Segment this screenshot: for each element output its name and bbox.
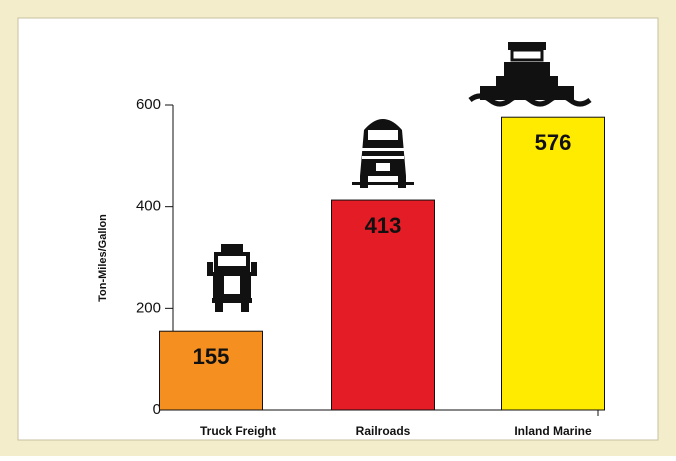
y-tick-label: 600 (136, 96, 161, 113)
train-icon (352, 119, 414, 188)
y-tick-label: 200 (136, 299, 161, 316)
x-tick-label: Railroads (356, 424, 411, 438)
bar (331, 199, 435, 411)
boat-icon (468, 42, 592, 107)
value-label: 155 (193, 344, 230, 369)
x-tick-label: Inland Marine (514, 424, 592, 438)
y-tick-label: 0 (153, 401, 161, 418)
value-label: 576 (535, 130, 572, 155)
bar (501, 116, 605, 411)
value-label: 413 (365, 213, 402, 238)
y-tick-label: 400 (136, 198, 161, 215)
y-axis-label: Ton-Miles/Gallon (97, 214, 109, 302)
bar (159, 330, 263, 411)
truck-icon (207, 244, 257, 312)
icons (207, 42, 592, 312)
x-tick-label: Truck Freight (200, 424, 276, 438)
